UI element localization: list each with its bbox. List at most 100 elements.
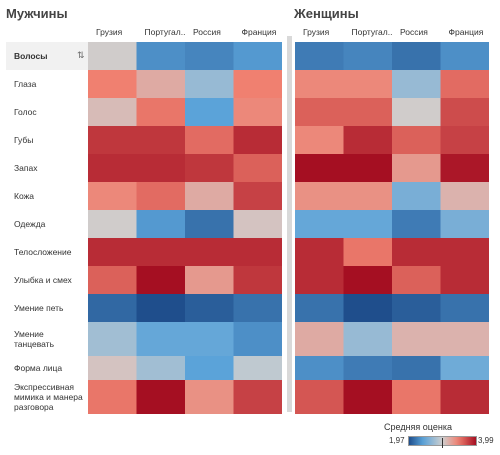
heatmap-cell[interactable] bbox=[88, 356, 137, 380]
heatmap-cell[interactable] bbox=[136, 294, 186, 322]
heatmap-cell[interactable] bbox=[233, 70, 283, 98]
heatmap-cell[interactable] bbox=[136, 98, 186, 126]
heatmap-cell[interactable] bbox=[295, 238, 344, 266]
heatmap-cell[interactable] bbox=[295, 266, 344, 294]
heatmap-cell[interactable] bbox=[88, 294, 137, 322]
heatmap-cell[interactable] bbox=[233, 380, 283, 414]
heatmap-cell[interactable] bbox=[88, 42, 137, 70]
heatmap-cell[interactable] bbox=[295, 210, 344, 238]
heatmap-cell[interactable] bbox=[440, 182, 490, 210]
heatmap-cell[interactable] bbox=[343, 70, 393, 98]
heatmap-cell[interactable] bbox=[392, 182, 441, 210]
heatmap-cell[interactable] bbox=[440, 98, 490, 126]
heatmap-cell[interactable] bbox=[88, 126, 137, 154]
heatmap-cell[interactable] bbox=[295, 356, 344, 380]
heatmap-cell[interactable] bbox=[392, 266, 441, 294]
heatmap-cell[interactable] bbox=[392, 70, 441, 98]
heatmap-cell[interactable] bbox=[185, 356, 234, 380]
heatmap-cell[interactable] bbox=[392, 238, 441, 266]
heatmap-cell[interactable] bbox=[185, 380, 234, 414]
heatmap-cell[interactable] bbox=[233, 210, 283, 238]
heatmap-cell[interactable] bbox=[392, 42, 441, 70]
heatmap-cell[interactable] bbox=[136, 42, 186, 70]
heatmap-cell[interactable] bbox=[233, 356, 283, 380]
heatmap-cell[interactable] bbox=[295, 70, 344, 98]
heatmap-cell[interactable] bbox=[343, 380, 393, 414]
heatmap-cell[interactable] bbox=[392, 356, 441, 380]
sort-icon[interactable]: ⇅ bbox=[77, 50, 85, 60]
heatmap-cell[interactable] bbox=[185, 182, 234, 210]
heatmap-cell[interactable] bbox=[343, 98, 393, 126]
heatmap-cell[interactable] bbox=[88, 98, 137, 126]
heatmap-cell[interactable] bbox=[440, 238, 490, 266]
heatmap-cell[interactable] bbox=[185, 238, 234, 266]
heatmap-cell[interactable] bbox=[185, 154, 234, 182]
heatmap-cell[interactable] bbox=[233, 294, 283, 322]
heatmap-cell[interactable] bbox=[295, 154, 344, 182]
heatmap-cell[interactable] bbox=[440, 380, 490, 414]
heatmap-cell[interactable] bbox=[343, 126, 393, 154]
heatmap-cell[interactable] bbox=[185, 42, 234, 70]
heatmap-cell[interactable] bbox=[343, 294, 393, 322]
heatmap-cell[interactable] bbox=[343, 238, 393, 266]
heatmap-cell[interactable] bbox=[440, 210, 490, 238]
heatmap-cell[interactable] bbox=[343, 182, 393, 210]
heatmap-cell[interactable] bbox=[392, 126, 441, 154]
heatmap-cell[interactable] bbox=[440, 322, 490, 356]
heatmap-cell[interactable] bbox=[185, 70, 234, 98]
heatmap-cell[interactable] bbox=[233, 238, 283, 266]
heatmap-cell[interactable] bbox=[88, 182, 137, 210]
heatmap-cell[interactable] bbox=[136, 266, 186, 294]
heatmap-cell[interactable] bbox=[185, 210, 234, 238]
heatmap-cell[interactable] bbox=[440, 42, 490, 70]
heatmap-cell[interactable] bbox=[88, 70, 137, 98]
heatmap-cell[interactable] bbox=[392, 294, 441, 322]
heatmap-cell[interactable] bbox=[392, 154, 441, 182]
heatmap-cell[interactable] bbox=[136, 70, 186, 98]
heatmap-cell[interactable] bbox=[343, 356, 393, 380]
heatmap-cell[interactable] bbox=[440, 70, 490, 98]
heatmap-cell[interactable] bbox=[392, 98, 441, 126]
heatmap-cell[interactable] bbox=[136, 182, 186, 210]
heatmap-cell[interactable] bbox=[233, 182, 283, 210]
heatmap-cell[interactable] bbox=[392, 380, 441, 414]
heatmap-cell[interactable] bbox=[295, 98, 344, 126]
heatmap-cell[interactable] bbox=[136, 238, 186, 266]
heatmap-cell[interactable] bbox=[343, 154, 393, 182]
heatmap-cell[interactable] bbox=[440, 356, 490, 380]
heatmap-cell[interactable] bbox=[295, 380, 344, 414]
heatmap-cell[interactable] bbox=[295, 294, 344, 322]
heatmap-cell[interactable] bbox=[233, 154, 283, 182]
heatmap-cell[interactable] bbox=[88, 210, 137, 238]
heatmap-cell[interactable] bbox=[88, 322, 137, 356]
heatmap-cell[interactable] bbox=[233, 322, 283, 356]
heatmap-cell[interactable] bbox=[185, 294, 234, 322]
heatmap-cell[interactable] bbox=[295, 322, 344, 356]
heatmap-cell[interactable] bbox=[295, 126, 344, 154]
heatmap-cell[interactable] bbox=[233, 98, 283, 126]
heatmap-cell[interactable] bbox=[295, 182, 344, 210]
heatmap-cell[interactable] bbox=[233, 266, 283, 294]
heatmap-cell[interactable] bbox=[343, 266, 393, 294]
heatmap-cell[interactable] bbox=[136, 210, 186, 238]
heatmap-cell[interactable] bbox=[185, 266, 234, 294]
heatmap-cell[interactable] bbox=[392, 322, 441, 356]
heatmap-cell[interactable] bbox=[440, 126, 490, 154]
heatmap-cell[interactable] bbox=[136, 126, 186, 154]
heatmap-cell[interactable] bbox=[136, 356, 186, 380]
heatmap-cell[interactable] bbox=[440, 266, 490, 294]
heatmap-cell[interactable] bbox=[88, 238, 137, 266]
heatmap-cell[interactable] bbox=[136, 154, 186, 182]
heatmap-cell[interactable] bbox=[392, 210, 441, 238]
heatmap-cell[interactable] bbox=[136, 322, 186, 356]
heatmap-cell[interactable] bbox=[295, 42, 344, 70]
heatmap-cell[interactable] bbox=[88, 154, 137, 182]
heatmap-cell[interactable] bbox=[88, 380, 137, 414]
heatmap-cell[interactable] bbox=[343, 210, 393, 238]
heatmap-cell[interactable] bbox=[440, 294, 490, 322]
heatmap-cell[interactable] bbox=[185, 126, 234, 154]
heatmap-cell[interactable] bbox=[136, 380, 186, 414]
heatmap-cell[interactable] bbox=[88, 266, 137, 294]
heatmap-cell[interactable] bbox=[343, 322, 393, 356]
heatmap-cell[interactable] bbox=[185, 322, 234, 356]
